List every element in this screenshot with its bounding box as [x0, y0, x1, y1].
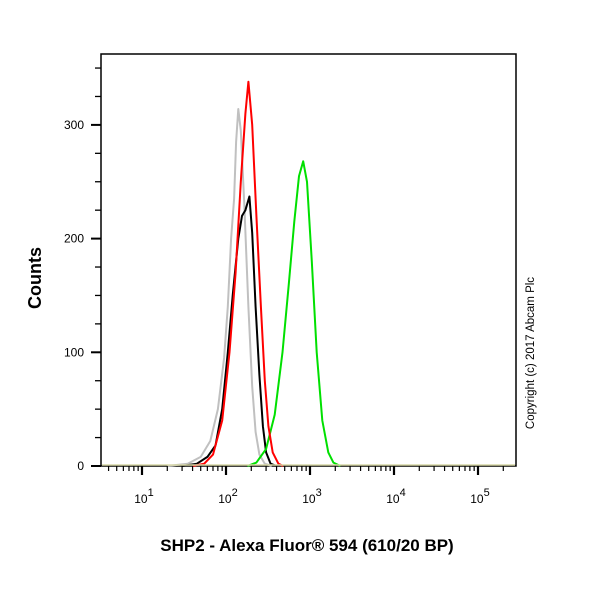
y-tick-label: 0 — [77, 459, 84, 473]
y-axis-label: Counts — [25, 247, 45, 309]
y-axis: 0 100 200 300 — [64, 67, 101, 473]
y-tick-label: 200 — [64, 232, 84, 246]
copyright-notice: Copyright (c) 2017 Abcam Plc — [525, 277, 537, 429]
y-tick-label: 300 — [64, 118, 84, 132]
x-tick-label: 101 — [134, 487, 153, 506]
x-tick-label: 102 — [218, 487, 237, 506]
y-tick-label: 100 — [64, 345, 84, 359]
histogram-curves — [167, 80, 341, 467]
histogram-series-gray — [167, 108, 273, 467]
plot-area — [100, 53, 517, 467]
x-tick-label: 103 — [302, 487, 321, 506]
x-axis-label: SHP2 - Alexa Fluor® 594 (610/20 BP) — [160, 536, 453, 555]
histogram-series-red — [192, 80, 284, 467]
histogram-series-green — [247, 160, 341, 467]
x-tick-label: 105 — [470, 487, 489, 506]
x-tick-label: 104 — [386, 487, 405, 506]
x-axis: 101 102 103 104 105 — [107, 466, 504, 506]
